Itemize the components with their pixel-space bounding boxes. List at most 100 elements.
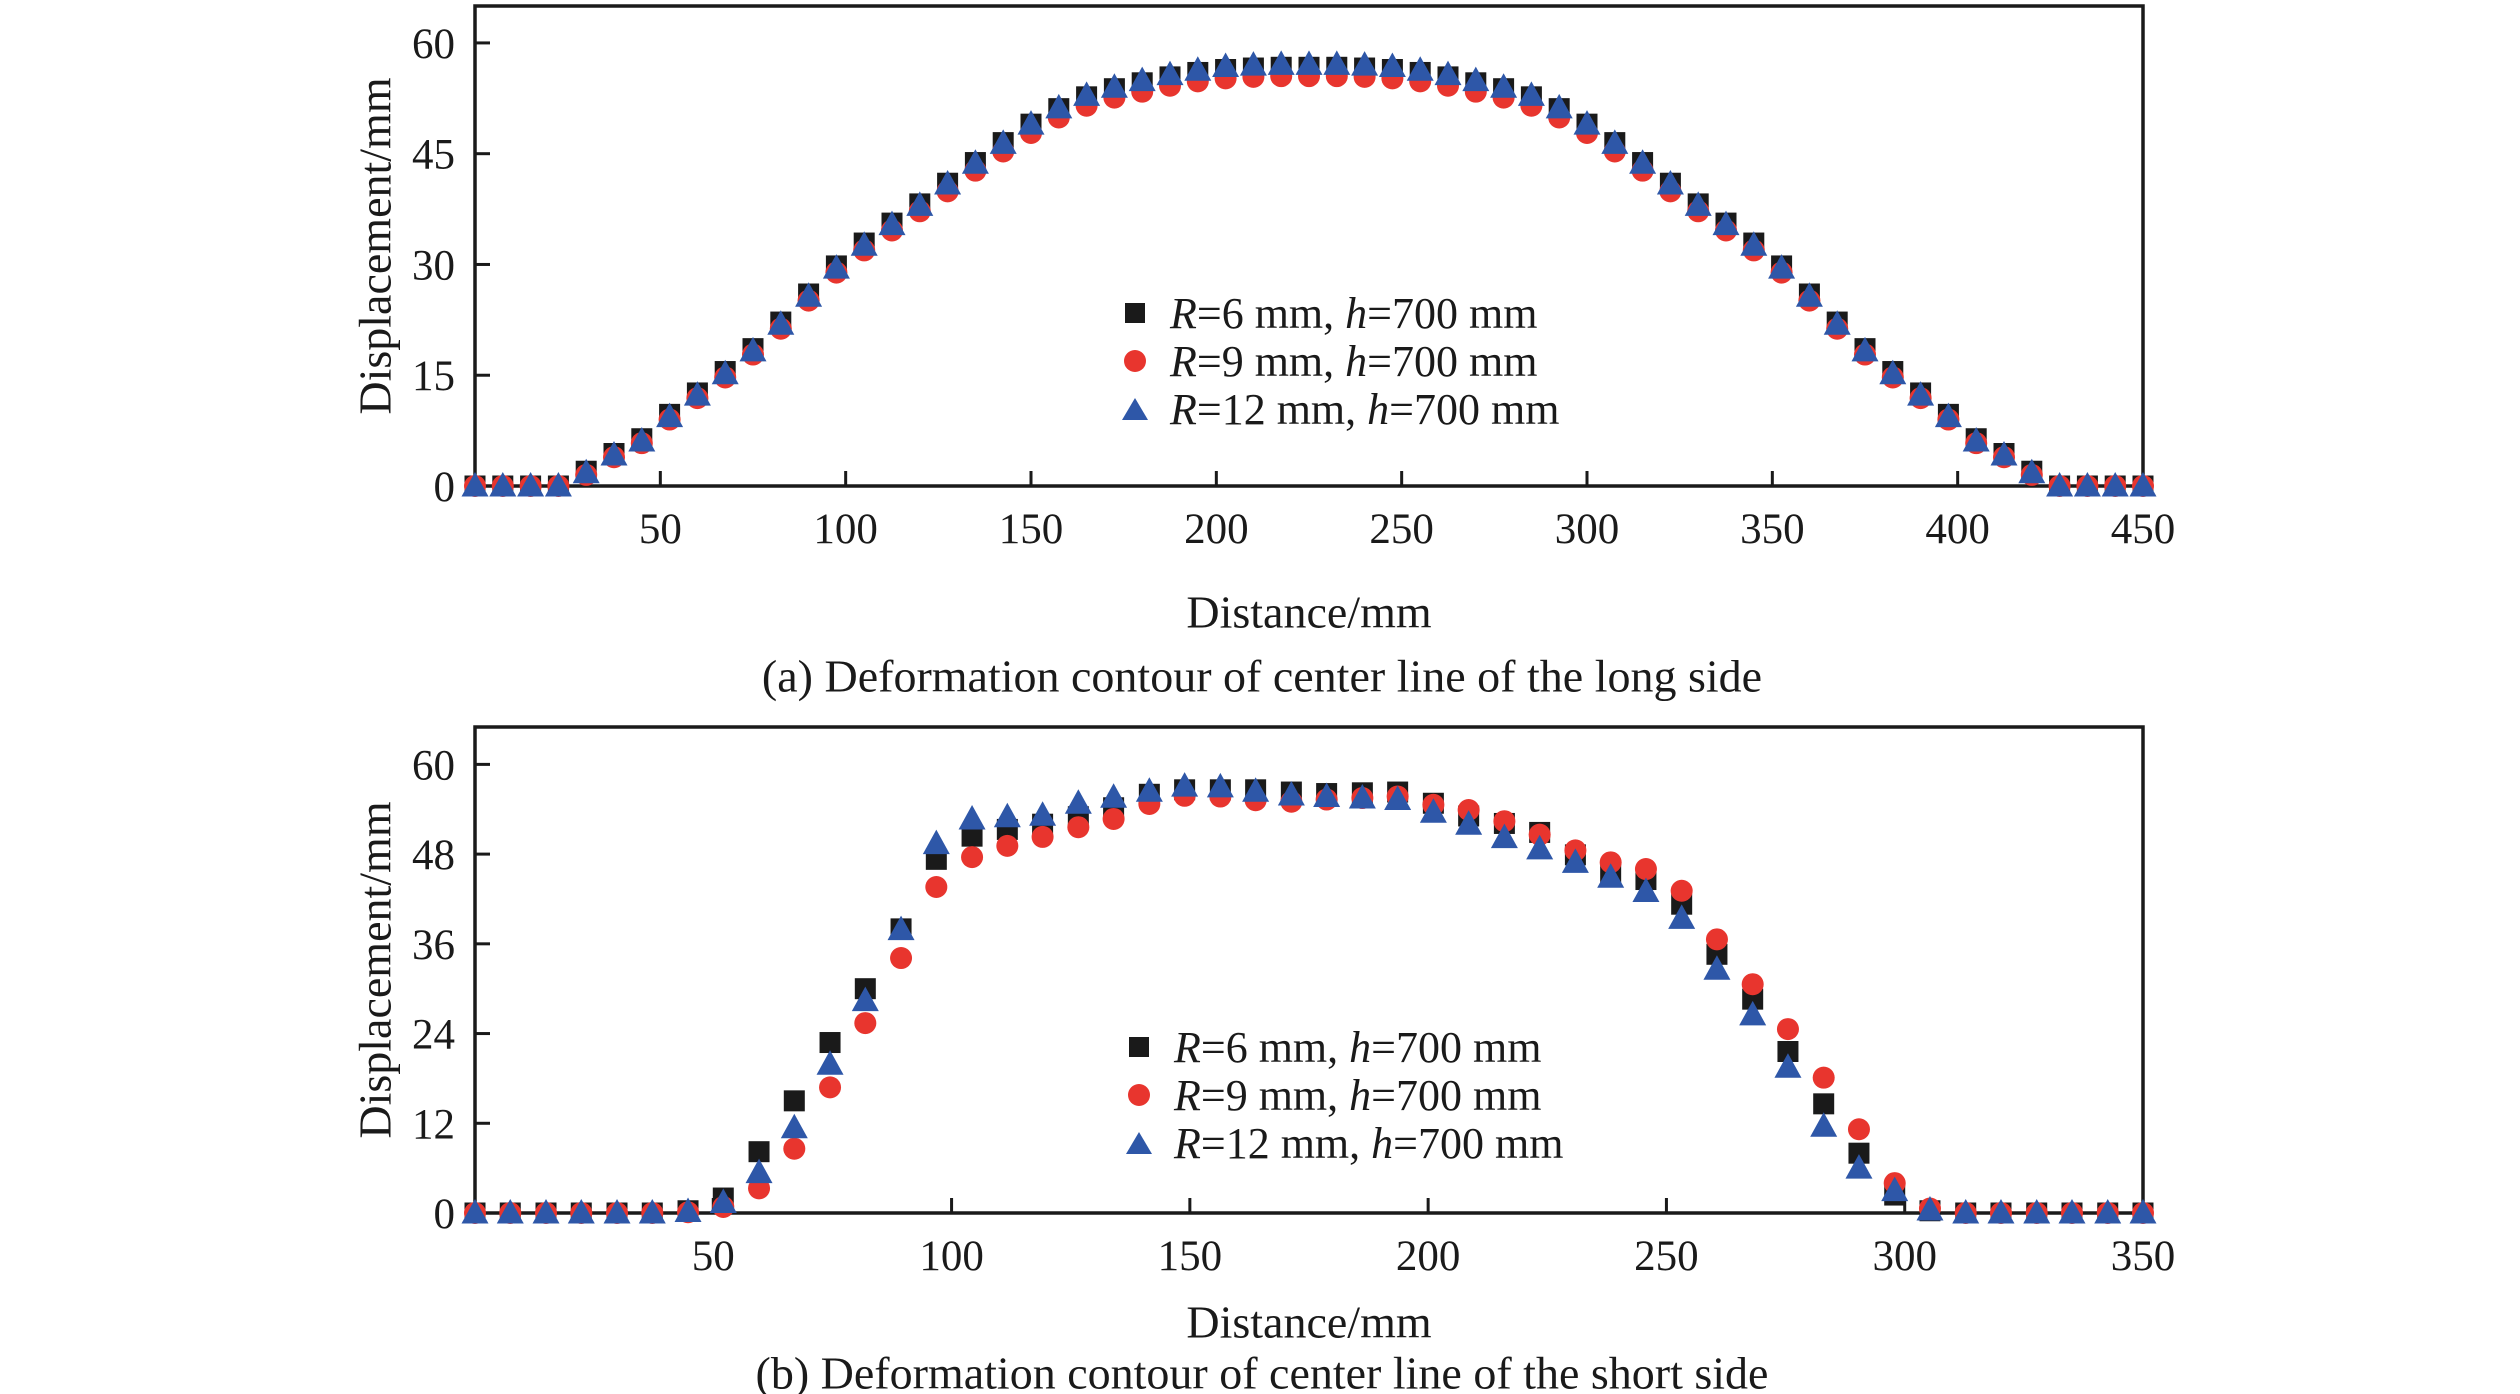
short-side-point-triangle bbox=[1384, 785, 1412, 811]
long-side-point-triangle bbox=[1378, 52, 1406, 78]
short-side-point-square bbox=[748, 1141, 770, 1163]
short-side-x-tick-label: 100 bbox=[919, 1233, 984, 1280]
short-side-point-square bbox=[1742, 988, 1764, 1010]
short-side-y-tick-label: 0 bbox=[434, 1191, 456, 1238]
short-side-point-square bbox=[783, 1090, 805, 1112]
short-side-point-triangle bbox=[1277, 781, 1305, 806]
short-side-point-circle bbox=[1776, 1018, 1799, 1041]
short-side-point-triangle bbox=[2129, 1199, 2157, 1224]
long-side-point-triangle bbox=[989, 129, 1017, 154]
short-side-point-triangle bbox=[1064, 789, 1092, 814]
short-side-point-triangle bbox=[1597, 863, 1625, 888]
short-side-point-triangle bbox=[532, 1199, 560, 1224]
short-side-point-triangle bbox=[922, 829, 950, 855]
caption-a: (a) Deformation contour of center line o… bbox=[761, 650, 1763, 702]
legend-item-r6: R=6 mm, h=700 mm bbox=[1126, 1023, 1563, 1072]
square-marker-icon bbox=[1122, 300, 1148, 326]
short-side-point-circle bbox=[1599, 851, 1622, 874]
short-side-point-triangle bbox=[1561, 848, 1589, 873]
long-side-point-triangle bbox=[1462, 66, 1490, 92]
short-side-point-triangle bbox=[603, 1199, 631, 1224]
short-side-point-triangle bbox=[1100, 783, 1128, 808]
short-side-point-circle bbox=[1528, 823, 1551, 846]
short-side-y-tick-label: 12 bbox=[412, 1101, 455, 1148]
long-side-point-triangle bbox=[656, 402, 684, 428]
short-side-x-tick-label: 350 bbox=[2111, 1233, 2176, 1280]
caption-b: (b) Deformation contour of center line o… bbox=[755, 1347, 1769, 1394]
short-side-point-triangle bbox=[780, 1113, 808, 1139]
short-side-point-circle bbox=[1634, 858, 1657, 881]
short-side-point-triangle bbox=[1916, 1196, 1944, 1221]
short-side-point-triangle bbox=[1774, 1053, 1802, 1078]
long-side-point-triangle bbox=[1712, 210, 1740, 236]
circle-marker-icon bbox=[1126, 1082, 1152, 1108]
short-side-point-triangle bbox=[1135, 777, 1163, 802]
short-side-point-triangle bbox=[1632, 877, 1660, 902]
short-side-point-circle bbox=[996, 834, 1019, 857]
short-side-x-tick-label: 150 bbox=[1158, 1233, 1223, 1280]
short-side-point-circle bbox=[1102, 807, 1125, 830]
long-side-point-triangle bbox=[2129, 472, 2157, 497]
legend-item-r12: R=12 mm, h=700 mm bbox=[1122, 384, 1560, 434]
short-side-x-tick-label: 200 bbox=[1396, 1233, 1461, 1280]
square-marker-icon bbox=[1126, 1034, 1152, 1060]
long-side-y-tick-label: 60 bbox=[412, 21, 455, 68]
long-side-point-triangle bbox=[1851, 336, 1879, 362]
short-side-y-tick-label: 24 bbox=[412, 1012, 455, 1059]
short-side-point-triangle bbox=[1703, 955, 1731, 980]
long-side-frame bbox=[473, 4, 2145, 488]
short-side-point-circle bbox=[1457, 798, 1480, 821]
short-side-x-tick-label: 250 bbox=[1634, 1233, 1699, 1280]
bottom-x-axis-title: Distance/mm bbox=[1186, 1296, 1432, 1348]
top-legend: R=6 mm, h=700 mm R=9 mm, h=700 mm R=12 m… bbox=[1122, 289, 1560, 434]
long-side-point-triangle bbox=[1934, 402, 1962, 428]
long-side-point-triangle bbox=[1823, 310, 1851, 335]
long-side-point-triangle bbox=[600, 440, 628, 466]
short-side-point-circle bbox=[925, 876, 948, 899]
long-side-x-tick-label: 50 bbox=[639, 506, 682, 553]
short-side-point-triangle bbox=[958, 804, 986, 830]
long-side-point-triangle bbox=[1768, 254, 1796, 279]
top-y-axis-title: Displacement/mm bbox=[349, 77, 401, 415]
long-side-point-triangle bbox=[767, 310, 795, 335]
long-side-y-tick-label: 30 bbox=[412, 242, 455, 289]
bottom-y-axis-title: Displacement/mm bbox=[349, 801, 401, 1139]
short-side-point-circle bbox=[1031, 825, 1054, 848]
short-side-point-triangle bbox=[1952, 1199, 1980, 1224]
short-side-point-triangle bbox=[638, 1199, 666, 1224]
long-side-point-triangle bbox=[822, 254, 850, 279]
long-side-point-triangle bbox=[2101, 472, 2129, 497]
long-side-point-triangle bbox=[934, 169, 962, 195]
short-side-point-triangle bbox=[1739, 1000, 1767, 1026]
legend-item-r9: R=9 mm, h=700 mm bbox=[1126, 1071, 1563, 1120]
long-side-y-tick-label: 45 bbox=[412, 132, 455, 179]
legend-item-r12: R=12 mm, h=700 mm bbox=[1126, 1119, 1563, 1168]
long-side-point-triangle bbox=[2073, 472, 2101, 497]
short-side-point-circle bbox=[1670, 879, 1693, 902]
short-side-point-triangle bbox=[745, 1158, 773, 1184]
short-side-point-square bbox=[1848, 1142, 1870, 1164]
long-side-point-triangle bbox=[628, 426, 656, 452]
long-side-point-triangle bbox=[544, 472, 572, 497]
long-side-point-triangle bbox=[906, 191, 934, 216]
short-side-point-triangle bbox=[1029, 801, 1057, 826]
long-side-point-triangle bbox=[1323, 50, 1351, 75]
short-side-point-square bbox=[961, 825, 983, 847]
legend-label: R=12 mm, h=700 mm bbox=[1170, 384, 1560, 434]
short-side-point-triangle bbox=[1171, 772, 1199, 797]
long-side-point-triangle bbox=[1684, 191, 1712, 216]
short-side-point-triangle bbox=[816, 1050, 844, 1075]
short-side-point-triangle bbox=[1881, 1176, 1909, 1202]
long-side-point-triangle bbox=[1073, 81, 1101, 106]
long-side-point-triangle bbox=[1601, 129, 1629, 154]
short-side-point-triangle bbox=[1668, 904, 1696, 929]
long-side-point-triangle bbox=[1295, 50, 1323, 75]
short-side-point-circle bbox=[1067, 816, 1090, 839]
long-side-point-triangle bbox=[1879, 359, 1907, 385]
long-side-x-tick-label: 150 bbox=[999, 506, 1064, 553]
long-side-x-tick-label: 200 bbox=[1184, 506, 1249, 553]
long-side-point-triangle bbox=[1045, 93, 1073, 119]
top-x-axis-title: Distance/mm bbox=[1186, 586, 1432, 638]
long-side-point-triangle bbox=[1017, 110, 1045, 135]
